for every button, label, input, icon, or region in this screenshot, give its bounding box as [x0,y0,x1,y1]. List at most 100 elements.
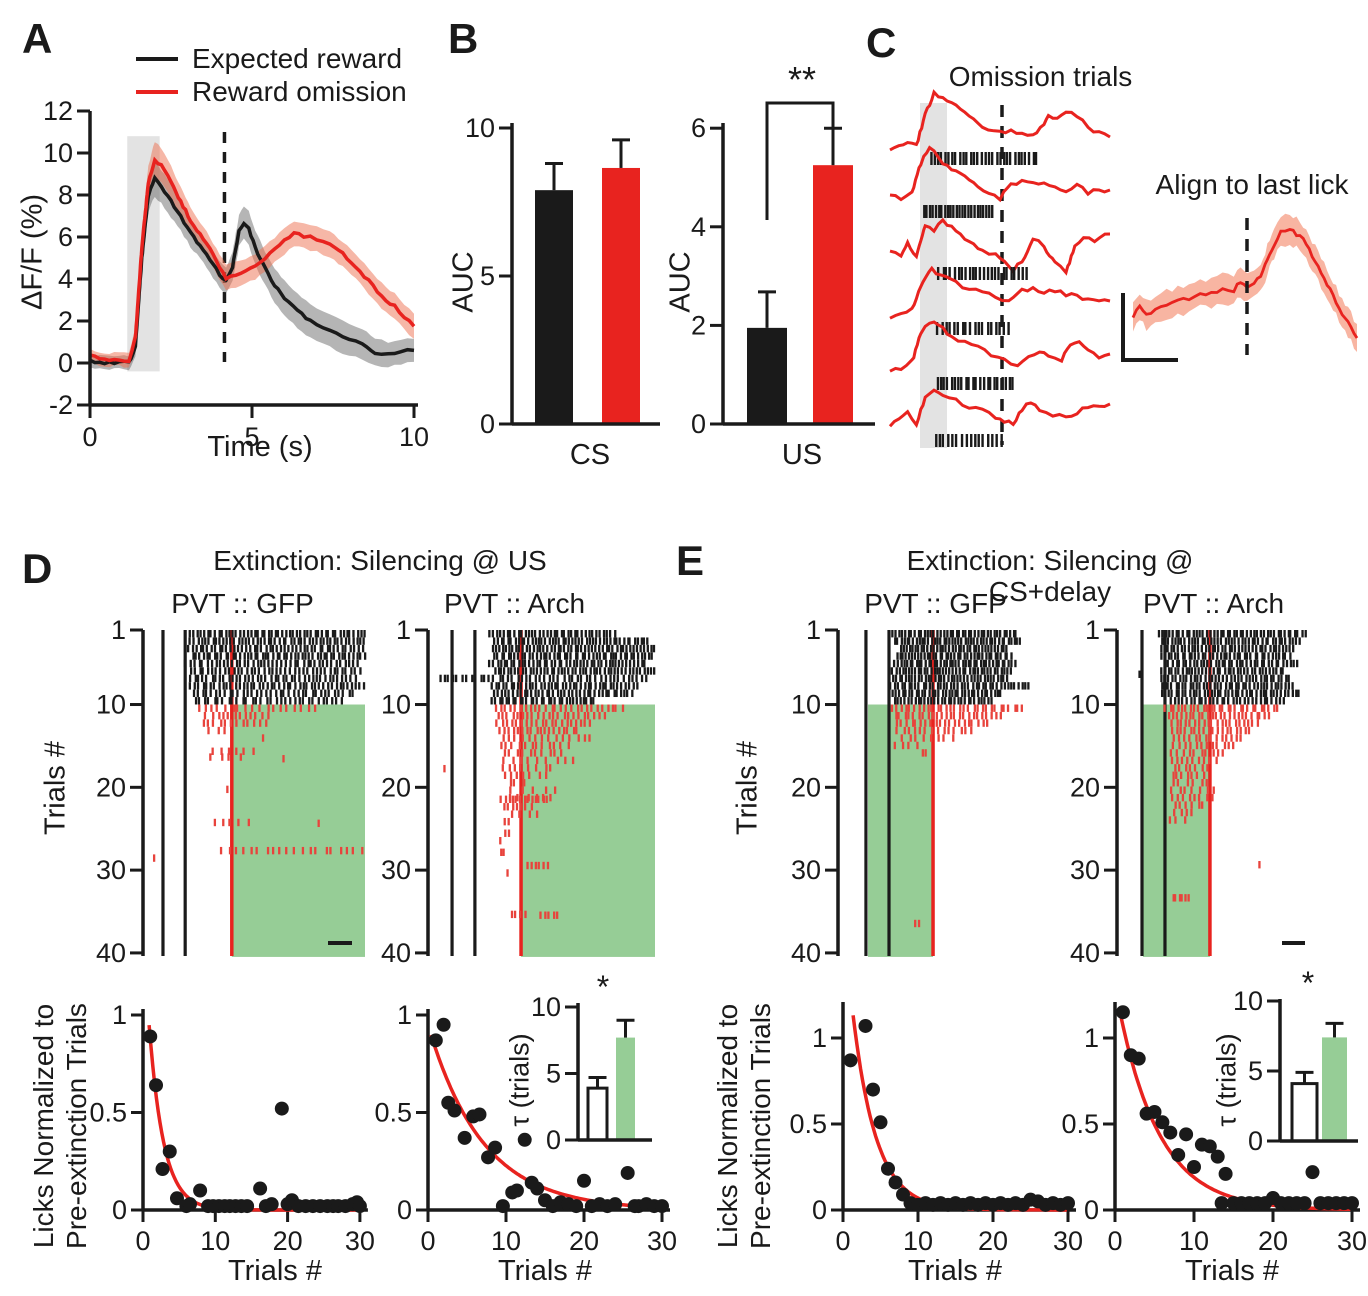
lick-tick [1265,682,1269,690]
lick-tick [196,674,200,683]
lick-tick [997,267,1000,280]
lick-tick [994,652,998,660]
lick-tick [1264,689,1268,698]
lick-tick [1201,779,1204,787]
lick-tick [969,697,972,705]
lick-tick [998,689,1002,698]
lick-tick [298,697,301,705]
panelA-y-axis-label: ΔF/F (%) [16,193,49,311]
lick-tick [1282,659,1285,668]
lick-tick [1261,667,1264,675]
lick-tick [502,652,506,660]
lick-tick [1174,637,1177,645]
lick-tick [542,697,545,705]
lick-tick [594,644,597,653]
lick-tick [318,659,321,668]
data-point [509,1183,524,1198]
lick-tick [1216,630,1219,638]
lick-tick [931,711,935,720]
lick-tick [306,667,309,675]
lick-tick [563,726,566,735]
lick-tick [1171,659,1174,668]
lick-tick [1275,704,1279,712]
tick-label: 0 [135,1226,150,1256]
lick-tick [945,377,949,390]
lick-tick [510,674,513,683]
lick-tick [990,644,993,653]
lick-tick [1186,779,1190,787]
lick-tick [324,689,327,698]
lick-tick [567,644,570,653]
lick-tick [913,630,916,638]
lick-tick [1237,644,1241,653]
lick-tick [986,267,990,280]
lick-tick [567,711,570,720]
tick-label: 0 [835,1226,850,1256]
lick-tick [510,682,514,690]
lick-tick [967,637,970,645]
lick-tick [529,667,532,675]
lick-tick [268,667,271,675]
lick-tick [975,659,978,668]
lick-tick [521,749,524,757]
lick-tick [1163,674,1166,683]
lick-tick [297,689,300,698]
lick-tick [993,704,996,712]
lick-tick [615,689,618,698]
lick-tick [977,719,980,727]
lick-tick [1170,652,1173,660]
lick-tick [1193,719,1197,727]
lick-tick [315,667,319,675]
lick-tick [983,674,987,683]
lick-tick [933,667,937,675]
lick-tick [576,644,579,653]
lick-tick [551,637,555,645]
lick-tick [515,771,518,779]
lick-tick [1205,630,1209,638]
lick-tick [521,711,525,720]
lick-tick [263,637,266,645]
lick-tick [588,734,591,742]
lick-tick [346,682,349,690]
lick-tick [999,711,1002,720]
lick-tick [559,741,562,750]
lick-tick [1223,652,1226,660]
lick-tick [235,704,239,712]
lick-tick [553,786,557,794]
tick-label: 30 [345,1226,375,1256]
lick-tick [1251,697,1254,705]
lick-tick [1275,689,1279,698]
lick-tick [941,434,945,447]
lick-tick [545,659,548,668]
lick-tick [588,719,592,727]
lick-tick [548,637,551,645]
lick-tick [276,652,280,660]
lick-tick [551,711,555,720]
lick-tick [249,711,252,720]
lick-tick [545,764,548,772]
lick-tick [525,674,528,683]
lick-tick [531,697,535,705]
lick-tick [548,711,551,720]
lick-tick [937,697,940,705]
lick-tick [1007,637,1011,645]
lick-tick [523,659,527,668]
lick-tick [549,764,552,772]
lick-tick [443,674,447,683]
lick-tick [947,644,951,653]
lick-tick [1246,667,1249,675]
lick-tick [970,205,973,218]
lick-tick [1235,630,1238,638]
lick-tick [1216,637,1219,645]
lick-tick [227,667,231,675]
lick-tick [504,795,508,803]
lick-tick [902,644,905,653]
tick-label: 40 [1070,938,1100,968]
lick-tick [953,267,957,280]
lick-tick [1244,726,1247,735]
lick-tick [515,644,518,653]
tick-label: 10 [1070,690,1100,720]
lick-tick [959,674,962,683]
lick-tick [1017,267,1020,280]
